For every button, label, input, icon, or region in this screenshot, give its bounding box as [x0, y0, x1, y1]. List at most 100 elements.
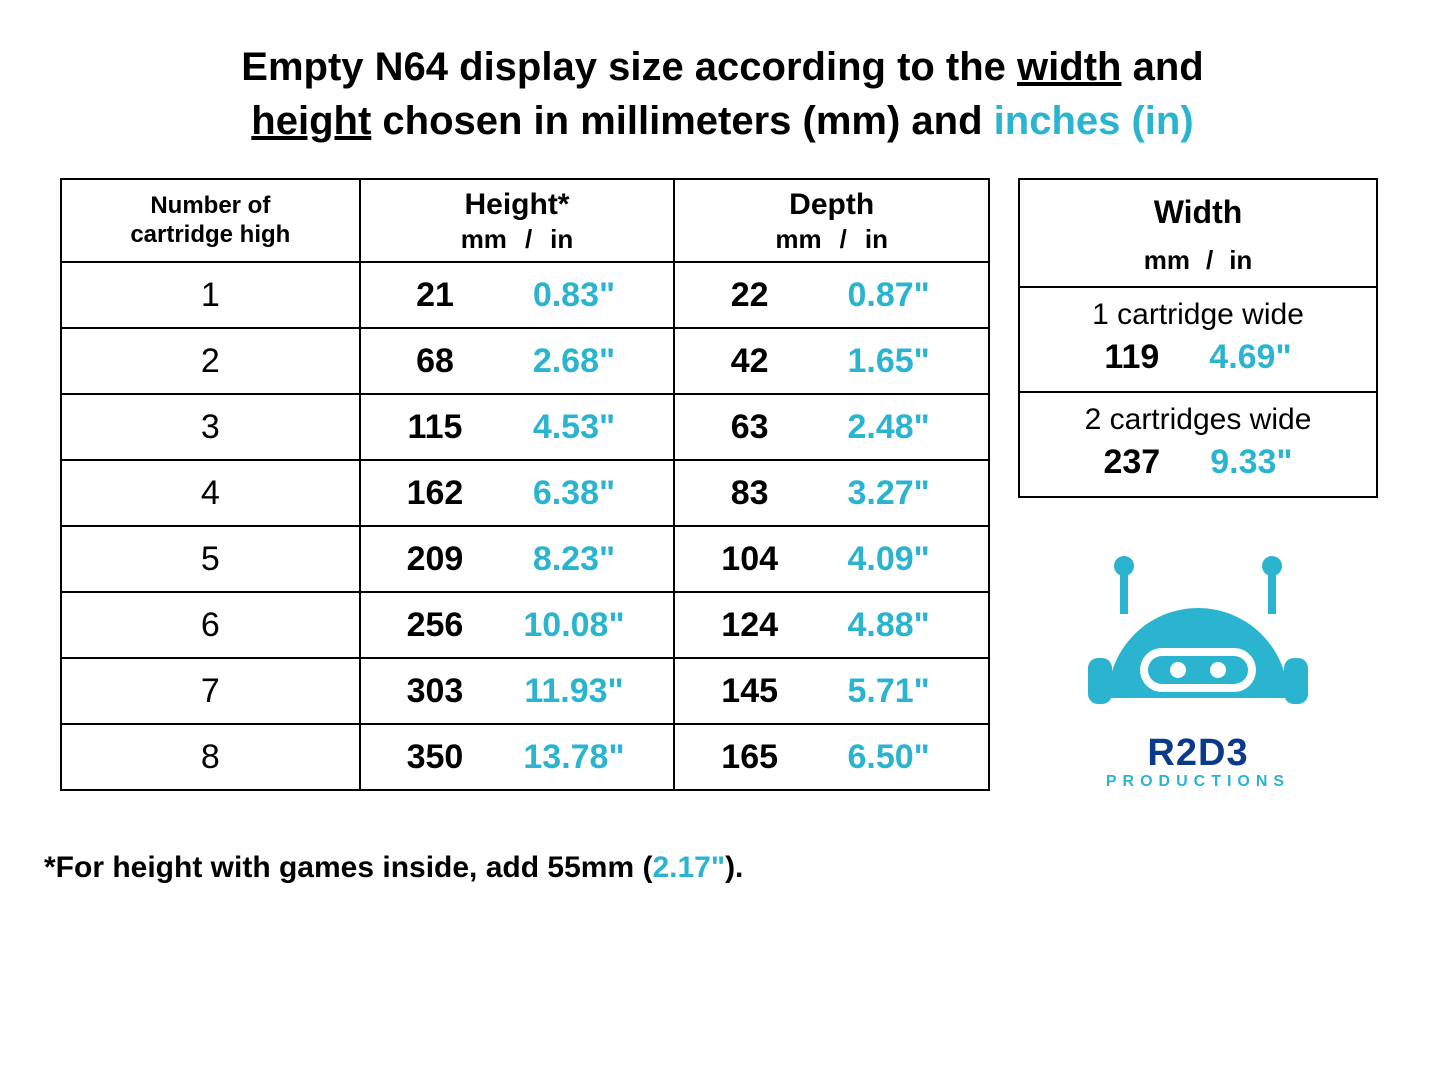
row-number: 6 — [61, 592, 360, 658]
depth-in: 4.09" — [824, 540, 954, 579]
width-row-2-in: 9.33" — [1210, 443, 1292, 482]
height-mm: 256 — [395, 606, 475, 645]
width-row-1-mm: 119 — [1104, 338, 1159, 377]
width-title: Width — [1020, 180, 1376, 239]
table-row: 7 303 11.93" 145 5.71" — [61, 658, 989, 724]
height-in: 2.68" — [509, 342, 639, 381]
content-row: Number of cartridge high Height* mm / in — [40, 178, 1405, 791]
table-row: 6 256 10.08" 124 4.88" — [61, 592, 989, 658]
col-header-depth: Depth mm / in — [674, 179, 989, 262]
depth-mm: 124 — [710, 606, 790, 645]
table-row: 3 115 4.53" 63 2.48" — [61, 394, 989, 460]
brand-sub: PRODUCTIONS — [1106, 773, 1290, 791]
height-mm: 68 — [395, 342, 475, 381]
height-in: 4.53" — [509, 408, 639, 447]
depth-mm: 63 — [710, 408, 790, 447]
width-row-2-mm: 237 — [1103, 443, 1160, 482]
height-mm: 21 — [395, 276, 475, 315]
row-depth: 145 5.71" — [674, 658, 989, 724]
depth-mm: 145 — [710, 672, 790, 711]
title-part2: and — [1121, 45, 1203, 89]
depth-title: Depth — [789, 188, 874, 222]
depth-in: 5.71" — [824, 672, 954, 711]
depth-in: 4.88" — [824, 606, 954, 645]
page-title: Empty N64 display size according to the … — [60, 40, 1385, 148]
depth-mm: 165 — [710, 738, 790, 777]
depth-mm: 83 — [710, 474, 790, 513]
height-in: 11.93" — [509, 672, 639, 711]
row-number: 3 — [61, 394, 360, 460]
depth-unit-in: in — [865, 224, 888, 255]
row-depth: 22 0.87" — [674, 262, 989, 328]
title-part3: chosen in millimeters (mm) and — [371, 99, 993, 143]
row-number: 1 — [61, 262, 360, 328]
num-header-line1: Number of — [150, 192, 270, 221]
brand-name: R2D3 — [1147, 732, 1248, 775]
col-header-height: Height* mm / in — [360, 179, 675, 262]
width-table: Width mm / in 1 cartridge wide 119 — [1018, 178, 1378, 498]
height-unit-sep: / — [525, 224, 532, 255]
height-in: 10.08" — [509, 606, 639, 645]
row-number: 4 — [61, 460, 360, 526]
table-row: 2682.68"421.65" — [61, 328, 989, 394]
height-mm: 303 — [395, 672, 475, 711]
row-depth: 83 3.27" — [674, 460, 989, 526]
depth-mm: 104 — [710, 540, 790, 579]
side-column: Width mm / in 1 cartridge wide 119 — [1018, 178, 1378, 791]
title-part1: Empty N64 display size according to the — [241, 45, 1017, 89]
depth-in: 2.48" — [824, 408, 954, 447]
num-header-line2: cartridge high — [130, 221, 290, 250]
depth-in: 3.27" — [824, 474, 954, 513]
width-unit-mm: mm — [1144, 245, 1190, 276]
brand-logo: R2D3 PRODUCTIONS — [1018, 548, 1378, 791]
depth-mm: 42 — [710, 342, 790, 381]
col-header-number: Number of cartridge high — [61, 179, 360, 262]
depth-unit-mm: mm — [775, 224, 821, 255]
width-row-1: 1 cartridge wide 119 4.69" — [1019, 287, 1377, 392]
footnote-tail: ). — [725, 851, 743, 884]
row-height: 209 8.23" — [360, 526, 675, 592]
row-number: 5 — [61, 526, 360, 592]
table-row: 4 162 6.38" 83 3.27" — [61, 460, 989, 526]
row-number: 7 — [61, 658, 360, 724]
depth-mm: 22 — [710, 276, 790, 315]
footnote-lead: *For height with games inside, add 55mm … — [44, 851, 652, 884]
robot-icon — [1078, 548, 1318, 728]
footnote: *For height with games inside, add 55mm … — [40, 851, 1405, 885]
height-mm: 350 — [395, 738, 475, 777]
height-mm: 209 — [395, 540, 475, 579]
height-mm: 162 — [395, 474, 475, 513]
width-row-1-label: 1 cartridge wide — [1028, 298, 1368, 332]
table-row: 5 209 8.23" 104 4.09" — [61, 526, 989, 592]
table-row: 1 21 0.83" 22 0.87" — [61, 262, 989, 328]
height-title: Height* — [464, 188, 569, 222]
row-height: 115 4.53" — [360, 394, 675, 460]
row-depth: 63 2.48" — [674, 394, 989, 460]
height-in: 8.23" — [509, 540, 639, 579]
width-row-2: 2 cartridges wide 237 9.33" — [1019, 392, 1377, 497]
width-header-cell: Width mm / in — [1019, 179, 1377, 287]
row-number: 8 — [61, 724, 360, 790]
height-mm: 115 — [395, 408, 475, 447]
row-height: 303 11.93" — [360, 658, 675, 724]
footnote-accent: 2.17" — [652, 851, 725, 884]
height-in: 13.78" — [509, 738, 639, 777]
row-depth: 104 4.09" — [674, 526, 989, 592]
title-accent: inches (in) — [994, 99, 1194, 143]
depth-in: 1.65" — [824, 342, 954, 381]
row-height: 256 10.08" — [360, 592, 675, 658]
width-unit-sep: / — [1206, 245, 1213, 276]
row-depth: 1656.50" — [674, 724, 989, 790]
row-height: 68 2.68" — [360, 328, 675, 394]
row-depth: 42 1.65" — [674, 328, 989, 394]
height-in: 6.38" — [509, 474, 639, 513]
height-unit-in: in — [550, 224, 573, 255]
width-row-2-label: 2 cartridges wide — [1028, 403, 1368, 437]
height-in: 0.83" — [509, 276, 639, 315]
title-underline-height: height — [251, 99, 371, 143]
main-size-table: Number of cartridge high Height* mm / in — [60, 178, 990, 791]
height-unit-mm: mm — [461, 224, 507, 255]
row-height: 21 0.83" — [360, 262, 675, 328]
row-height: 350 13.78" — [360, 724, 675, 790]
depth-in: 0.87" — [824, 276, 954, 315]
